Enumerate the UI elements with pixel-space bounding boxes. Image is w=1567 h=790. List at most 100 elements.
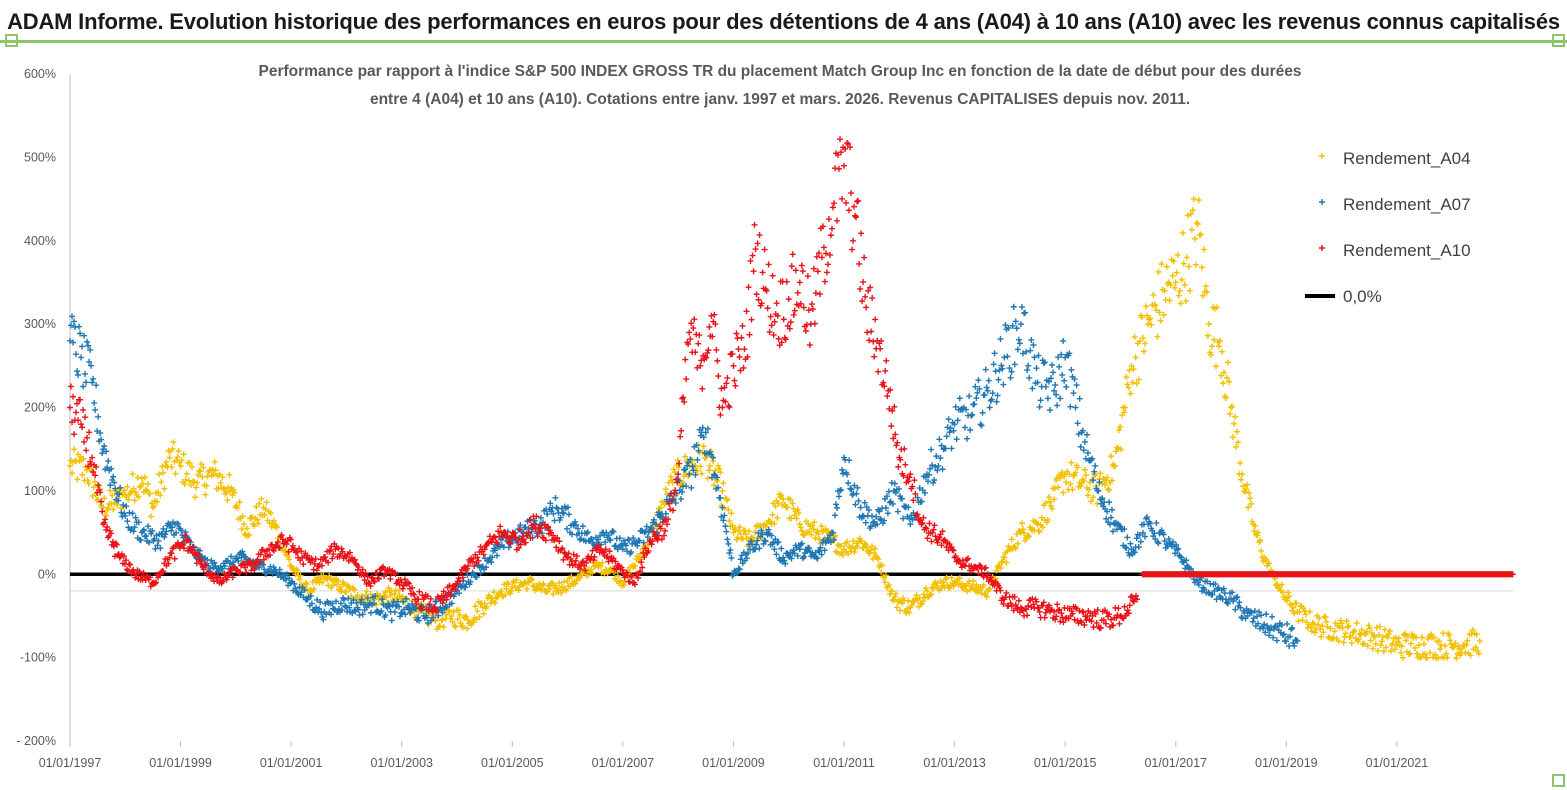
data-point: [988, 396, 995, 403]
data-point: [1160, 531, 1167, 538]
data-point: [839, 195, 846, 202]
data-point: [791, 550, 798, 557]
data-point: [209, 466, 216, 473]
data-point: [909, 483, 916, 490]
data-point: [214, 577, 221, 584]
data-point: [1225, 596, 1232, 603]
data-point: [249, 514, 256, 521]
legend-label: Rendement_A07: [1343, 195, 1471, 214]
data-point: [1406, 650, 1413, 657]
data-point: [614, 572, 621, 579]
data-point: [1340, 639, 1347, 646]
data-point: [578, 562, 585, 569]
data-point: [1050, 369, 1057, 376]
data-point: [469, 558, 476, 565]
data-point: [734, 570, 741, 577]
data-point: [1150, 291, 1157, 298]
data-point: [1024, 367, 1031, 374]
data-point: [626, 578, 633, 585]
data-point: [279, 536, 286, 543]
data-point: [1235, 439, 1242, 446]
data-point: [690, 325, 697, 332]
data-point: [1089, 455, 1096, 462]
data-point: [191, 478, 198, 485]
data-point: [1327, 625, 1334, 632]
data-point: [433, 607, 440, 614]
data-point: [721, 384, 728, 391]
data-point: [1300, 605, 1307, 612]
data-point: [833, 504, 840, 511]
data-point: [919, 519, 926, 526]
data-point: [866, 550, 873, 557]
data-point: [1126, 367, 1133, 374]
data-point: [543, 524, 550, 531]
data-point: [894, 508, 901, 515]
data-point: [464, 565, 471, 572]
data-point: [612, 542, 619, 549]
data-point: [1056, 606, 1063, 613]
data-point: [965, 555, 972, 562]
data-point: [1231, 420, 1238, 427]
data-point: [145, 523, 152, 530]
data-point: [850, 237, 857, 244]
data-point: [1341, 634, 1348, 641]
data-point: [735, 565, 742, 572]
x-axis-ticks: 01/01/1997 01/01/1999 01/01/2001 01/01/2003…: [39, 741, 1428, 770]
data-point: [934, 539, 941, 546]
data-point: [698, 429, 705, 436]
data-point: [1105, 486, 1112, 493]
data-point: [926, 520, 933, 527]
data-point: [778, 339, 785, 346]
data-point: [284, 571, 291, 578]
data-point: [1098, 617, 1105, 624]
data-point: [136, 568, 143, 575]
data-point: [1184, 212, 1191, 219]
data-point: [1106, 499, 1113, 506]
data-point: [1182, 298, 1189, 305]
data-point: [423, 614, 430, 621]
data-point: [794, 289, 801, 296]
data-point: [497, 523, 504, 530]
data-point: [427, 595, 434, 602]
data-point: [814, 527, 821, 534]
data-point: [1091, 468, 1098, 475]
data-point: [79, 471, 86, 478]
data-point: [523, 585, 530, 592]
data-point: [998, 362, 1005, 369]
data-point: [758, 300, 765, 307]
data-point: [1046, 407, 1053, 414]
data-point: [958, 580, 965, 587]
data-point: [278, 532, 285, 539]
data-point: [478, 600, 485, 607]
data-point: [1049, 505, 1056, 512]
data-point: [1364, 642, 1371, 649]
data-point: [818, 254, 825, 261]
data-point: [912, 490, 919, 497]
data-point: [325, 559, 332, 566]
data-point: [140, 526, 147, 533]
data-point: [572, 557, 579, 564]
data-point: [550, 510, 557, 517]
data-point: [672, 487, 679, 494]
legend-swatch: [1319, 153, 1325, 159]
data-point: [743, 535, 750, 542]
data-point: [1347, 633, 1354, 640]
data-point: [1243, 486, 1250, 493]
data-point: [245, 531, 252, 538]
data-point: [533, 513, 540, 520]
data-point: [367, 582, 374, 589]
data-point: [1204, 332, 1211, 339]
data-point: [906, 515, 913, 522]
data-point: [474, 608, 481, 615]
data-point: [197, 468, 204, 475]
data-point: [76, 323, 83, 330]
data-point: [107, 482, 114, 489]
data-point: [186, 537, 193, 544]
data-point: [861, 499, 868, 506]
data-point: [522, 539, 529, 546]
data-point: [568, 573, 575, 580]
data-point: [1117, 423, 1124, 430]
data-point: [597, 563, 604, 570]
data-point: [170, 519, 177, 526]
data-point: [193, 560, 200, 567]
